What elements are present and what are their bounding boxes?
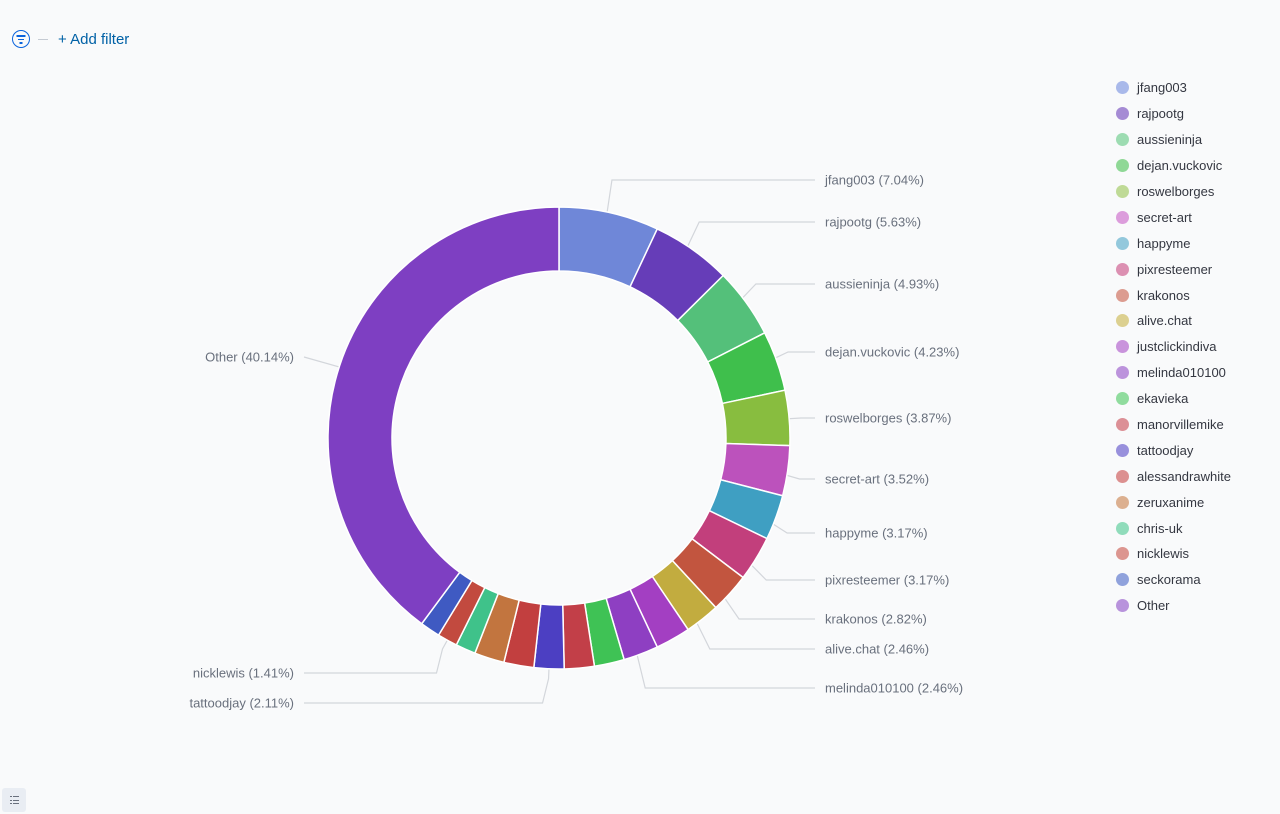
legend-label: jfang003: [1137, 80, 1187, 96]
legend-label: aussieninja: [1137, 132, 1203, 148]
slice-label-dejan-vuckovic: dejan.vuckovic (4.23%): [825, 345, 959, 360]
legend-dot-icon: [1116, 340, 1129, 354]
legend-label: dejan.vuckovic: [1137, 158, 1223, 174]
slice-label-roswelborges: roswelborges (3.87%): [825, 411, 951, 426]
legend-item-aussieninja[interactable]: aussieninja: [1116, 127, 1231, 153]
legend-item-melinda010100[interactable]: melinda010100: [1116, 360, 1231, 386]
legend-label: secret-art: [1137, 209, 1192, 225]
legend-dot-icon: [1116, 392, 1129, 406]
legend-label: nicklewis: [1137, 546, 1190, 562]
slice-label-secret-art: secret-art (3.52%): [825, 472, 929, 487]
legend-label: roswelborges: [1137, 184, 1215, 199]
legend-item-tattoodjay[interactable]: tattoodjay: [1116, 437, 1231, 463]
legend-item-seckorama[interactable]: seckorama: [1116, 567, 1231, 593]
legend-dot-icon: [1116, 418, 1129, 432]
pie-chart: jfang003 (7.04%) rajpootg (5.63%) aussieni…: [189, 173, 963, 711]
legend-item-jfang003[interactable]: jfang003: [1116, 75, 1231, 101]
legend-dot-icon: [1116, 599, 1129, 613]
legend-item-rajpootg[interactable]: rajpootg: [1116, 101, 1231, 127]
legend-dot-icon: [1116, 159, 1129, 173]
legend-item-nicklewis[interactable]: nicklewis: [1116, 541, 1231, 567]
legend-dot-icon: [1116, 314, 1129, 328]
slice-label-pixresteemer: pixresteemer (3.17%): [825, 573, 949, 588]
legend-label: rajpootg: [1137, 106, 1184, 122]
legend-item-alive-chat[interactable]: alive.chat: [1116, 308, 1231, 334]
slice-label-other: Other (40.14%): [205, 350, 294, 365]
legend-dot-icon: [1116, 521, 1129, 535]
legend-dot-icon: [1116, 107, 1129, 121]
chart-legend: jfang003 rajpootg aussieninja dejan.vuckovi…: [1116, 75, 1231, 619]
slice-label-rajpootg: rajpootg (5.63%): [825, 215, 921, 230]
slice-label-melinda010100: melinda010100 (2.46%): [825, 681, 963, 696]
legend-dot-icon: [1116, 133, 1129, 147]
legend-dot-icon: [1116, 573, 1129, 587]
slice-label-jfang003: jfang003 (7.04%): [824, 173, 924, 188]
legend-label: Other: [1137, 598, 1170, 614]
slice-label-alive-chat: alive.chat (2.46%): [825, 642, 929, 657]
legend-label: justclickindiva: [1137, 339, 1217, 355]
legend-item-roswelborges[interactable]: roswelborges: [1116, 179, 1231, 205]
legend-item-happyme[interactable]: happyme: [1116, 230, 1231, 256]
legend-label: manorvillemike: [1137, 417, 1224, 433]
legend-item-other[interactable]: Other: [1116, 593, 1231, 619]
slice-label-aussieninja: aussieninja (4.93%): [825, 277, 939, 292]
legend-dot-icon: [1116, 469, 1129, 483]
filter-bar: + Add filter: [12, 28, 129, 50]
legend-item-krakonos[interactable]: krakonos: [1116, 282, 1231, 308]
legend-item-secret-art[interactable]: secret-art: [1116, 204, 1231, 230]
slice-label-happyme: happyme (3.17%): [825, 526, 928, 541]
legend-label: tattoodjay: [1137, 442, 1194, 458]
slice-label-nicklewis: nicklewis (1.41%): [193, 666, 294, 681]
legend-dot-icon: [1116, 81, 1129, 95]
legend-dot-icon: [1116, 262, 1129, 276]
legend-item-zeruxanime[interactable]: zeruxanime: [1116, 489, 1231, 515]
legend-label: ekavieka: [1137, 391, 1189, 407]
legend-dot-icon: [1116, 547, 1129, 561]
legend-label: melinda010100: [1137, 365, 1226, 381]
legend-dot-icon: [1116, 495, 1129, 509]
legend-item-dejan-vuckovic[interactable]: dejan.vuckovic: [1116, 153, 1231, 179]
legend-item-ekavieka[interactable]: ekavieka: [1116, 386, 1231, 412]
filter-separator: [38, 38, 48, 40]
slice-label-tattoodjay: tattoodjay (2.11%): [189, 696, 294, 711]
legend-label: seckorama: [1137, 572, 1201, 588]
legend-item-chris-uk[interactable]: chris-uk: [1116, 515, 1231, 541]
filter-options-icon[interactable]: [12, 30, 30, 48]
legend-dot-icon: [1116, 236, 1129, 250]
legend-label: pixresteemer: [1137, 261, 1213, 277]
add-filter-button[interactable]: + Add filter: [58, 30, 130, 48]
legend-dot-icon: [1116, 288, 1129, 302]
legend-label: alive.chat: [1137, 313, 1192, 329]
legend-label: happyme: [1137, 235, 1191, 251]
legend-label: chris-uk: [1137, 520, 1183, 536]
legend-item-justclickindiva[interactable]: justclickindiva: [1116, 334, 1231, 360]
toggle-legend-icon[interactable]: [2, 788, 26, 812]
legend-label: zeruxanime: [1137, 494, 1205, 510]
legend-label: alessandrawhite: [1137, 468, 1231, 484]
legend-dot-icon: [1116, 185, 1129, 198]
pie-slice-other[interactable]: [327, 206, 560, 625]
legend-item-alessandrawhite[interactable]: alessandrawhite: [1116, 463, 1231, 489]
legend-dot-icon: [1116, 443, 1129, 457]
legend-item-manorvillemike[interactable]: manorvillemike: [1116, 412, 1231, 438]
legend-item-pixresteemer[interactable]: pixresteemer: [1116, 256, 1231, 282]
legend-dot-icon: [1116, 210, 1129, 224]
slice-label-krakonos: krakonos (2.82%): [825, 612, 927, 627]
legend-label: krakonos: [1137, 287, 1190, 303]
legend-dot-icon: [1116, 366, 1129, 380]
